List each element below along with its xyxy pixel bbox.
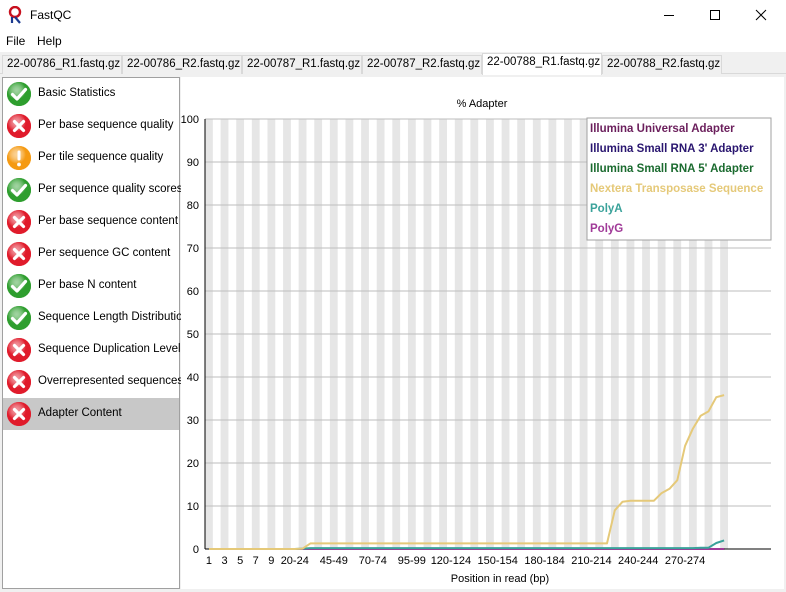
fail-cross-icon [7, 242, 31, 266]
legend-entry: PolyA [590, 203, 623, 215]
maximize-button[interactable] [692, 0, 738, 30]
menu-help[interactable]: Help [37, 34, 62, 48]
legend-entry: PolyG [590, 223, 623, 235]
module-per-base-sequence-quality[interactable]: Per base sequence quality [3, 110, 179, 142]
fail-cross-icon [7, 210, 31, 234]
x-tick-label: 3 [221, 555, 227, 567]
pass-check-icon [7, 82, 31, 106]
close-icon [755, 9, 767, 21]
tab-22-00787-r2[interactable]: 22-00787_R2.fastq.gz [362, 55, 482, 74]
module-label: Per base sequence content [38, 215, 179, 227]
menu-file[interactable]: File [6, 34, 26, 48]
x-tick-label: 210-214 [571, 555, 611, 567]
y-tick-label: 0 [193, 544, 199, 556]
tab-label: 22-00788_R2.fastq.gz [607, 58, 721, 70]
module-label: Sequence Length Distribution [38, 311, 189, 323]
module-per-base-n-content[interactable]: Per base N content [3, 270, 179, 302]
menu-bar: File Help [0, 30, 786, 52]
tab-22-00786-r1[interactable]: 22-00786_R1.fastq.gz [2, 55, 122, 74]
title-bar: FastQC [0, 0, 786, 30]
pass-check-icon [7, 178, 31, 202]
y-tick-label: 10 [187, 501, 199, 513]
module-label: Overrepresented sequences [38, 375, 184, 387]
y-tick-label: 60 [187, 286, 199, 298]
x-tick-label: 180-184 [524, 555, 564, 567]
x-tick-label: 95-99 [398, 555, 426, 567]
module-per-tile-sequence-quality[interactable]: Per tile sequence quality [3, 142, 179, 174]
module-per-sequence-gc-content[interactable]: Per sequence GC content [3, 238, 179, 270]
minimize-icon [664, 15, 674, 16]
module-label: Per sequence quality scores [38, 183, 183, 195]
x-tick-label: 150-154 [478, 555, 518, 567]
legend-box [586, 117, 772, 241]
tab-22-00788-r2[interactable]: 22-00788_R2.fastq.gz [602, 55, 722, 74]
tab-22-00788-r1[interactable]: 22-00788_R1.fastq.gz [482, 53, 602, 75]
x-tick-label: 5 [237, 555, 243, 567]
tab-label: 22-00787_R2.fastq.gz [367, 58, 481, 70]
x-tick-label: 9 [268, 555, 274, 567]
x-axis-label: Position in read (bp) [451, 573, 549, 585]
pass-check-icon [7, 274, 31, 298]
x-tick-label: 270-274 [665, 555, 705, 567]
module-label: Sequence Duplication Levels [38, 343, 187, 355]
x-tick-label: 70-74 [359, 555, 387, 567]
minimize-button[interactable] [646, 0, 692, 30]
module-adapter-content[interactable]: Adapter Content [3, 398, 179, 430]
fail-cross-icon [7, 370, 31, 394]
y-tick-label: 80 [187, 200, 199, 212]
legend-entry: Illumina Small RNA 3' Adapter [590, 143, 754, 155]
tab-label: 22-00786_R2.fastq.gz [127, 58, 241, 70]
x-tick-label: 240-244 [618, 555, 658, 567]
module-label: Per tile sequence quality [38, 151, 164, 163]
y-tick-label: 100 [181, 114, 199, 126]
module-list: Basic Statistics Per base sequence qualit… [2, 77, 189, 589]
module-label: Per base N content [38, 279, 137, 291]
module-sequence-duplication-levels[interactable]: Sequence Duplication Levels [3, 334, 186, 366]
window-title: FastQC [30, 8, 72, 22]
series-line-nextera-transposase-sequence [208, 394, 725, 550]
tab-label: 22-00788_R1.fastq.gz [487, 56, 601, 68]
y-tick-label: 30 [187, 415, 199, 427]
x-tick-label: 45-49 [320, 555, 348, 567]
module-sequence-length-distribution[interactable]: Sequence Length Distribution [3, 302, 189, 334]
chart-title: % Adapter [457, 98, 508, 110]
fail-cross-icon [7, 402, 31, 426]
warning-exclamation-icon [7, 146, 31, 170]
x-tick-label: 120-124 [431, 555, 471, 567]
pass-check-icon [7, 306, 31, 330]
x-tick-label: 7 [253, 555, 259, 567]
tab-22-00786-r2[interactable]: 22-00786_R2.fastq.gz [122, 55, 242, 74]
module-label: Per base sequence quality [38, 119, 174, 131]
legend-entry: Nextera Transposase Sequence [590, 183, 763, 195]
x-tick-label: 20-24 [281, 555, 309, 567]
tab-22-00787-r1[interactable]: 22-00787_R1.fastq.gz [242, 55, 362, 74]
tab-label: 22-00786_R1.fastq.gz [7, 58, 121, 70]
legend-entry: Illumina Universal Adapter [590, 123, 735, 135]
module-label: Per sequence GC content [38, 247, 171, 259]
legend-entry: Illumina Small RNA 5' Adapter [590, 163, 754, 175]
fail-cross-icon [7, 338, 31, 362]
file-tab-bar: 22-00786_R1.fastq.gz 22-00786_R2.fastq.g… [0, 52, 786, 75]
chart-canvas: % Adapter 0 10 20 30 40 50 60 70 80 90 100 1 3 5 7 9 20-2… [181, 98, 772, 585]
adapter-content-chart: % Adapter 0 10 20 30 40 50 60 70 80 90 100 1 3 5 7 9 20-2… [181, 77, 784, 589]
y-tick-label: 40 [187, 372, 199, 384]
y-tick-label: 90 [187, 157, 199, 169]
fail-cross-icon [7, 114, 31, 138]
module-per-sequence-quality-scores[interactable]: Per sequence quality scores [3, 174, 183, 206]
y-tick-label: 20 [187, 458, 199, 470]
maximize-icon [710, 10, 720, 20]
module-per-base-sequence-content[interactable]: Per base sequence content [3, 206, 179, 238]
module-overrepresented-sequences[interactable]: Overrepresented sequences [3, 366, 183, 398]
y-tick-label: 70 [187, 243, 199, 255]
tab-label: 22-00787_R1.fastq.gz [247, 58, 361, 70]
module-label: Basic Statistics [38, 87, 116, 99]
y-tick-label: 50 [187, 329, 199, 341]
module-label: Adapter Content [38, 407, 122, 419]
fastqc-logo-icon [8, 6, 22, 24]
close-button[interactable] [738, 0, 784, 30]
module-basic-statistics[interactable]: Basic Statistics [3, 78, 179, 110]
x-tick-label: 1 [206, 555, 212, 567]
